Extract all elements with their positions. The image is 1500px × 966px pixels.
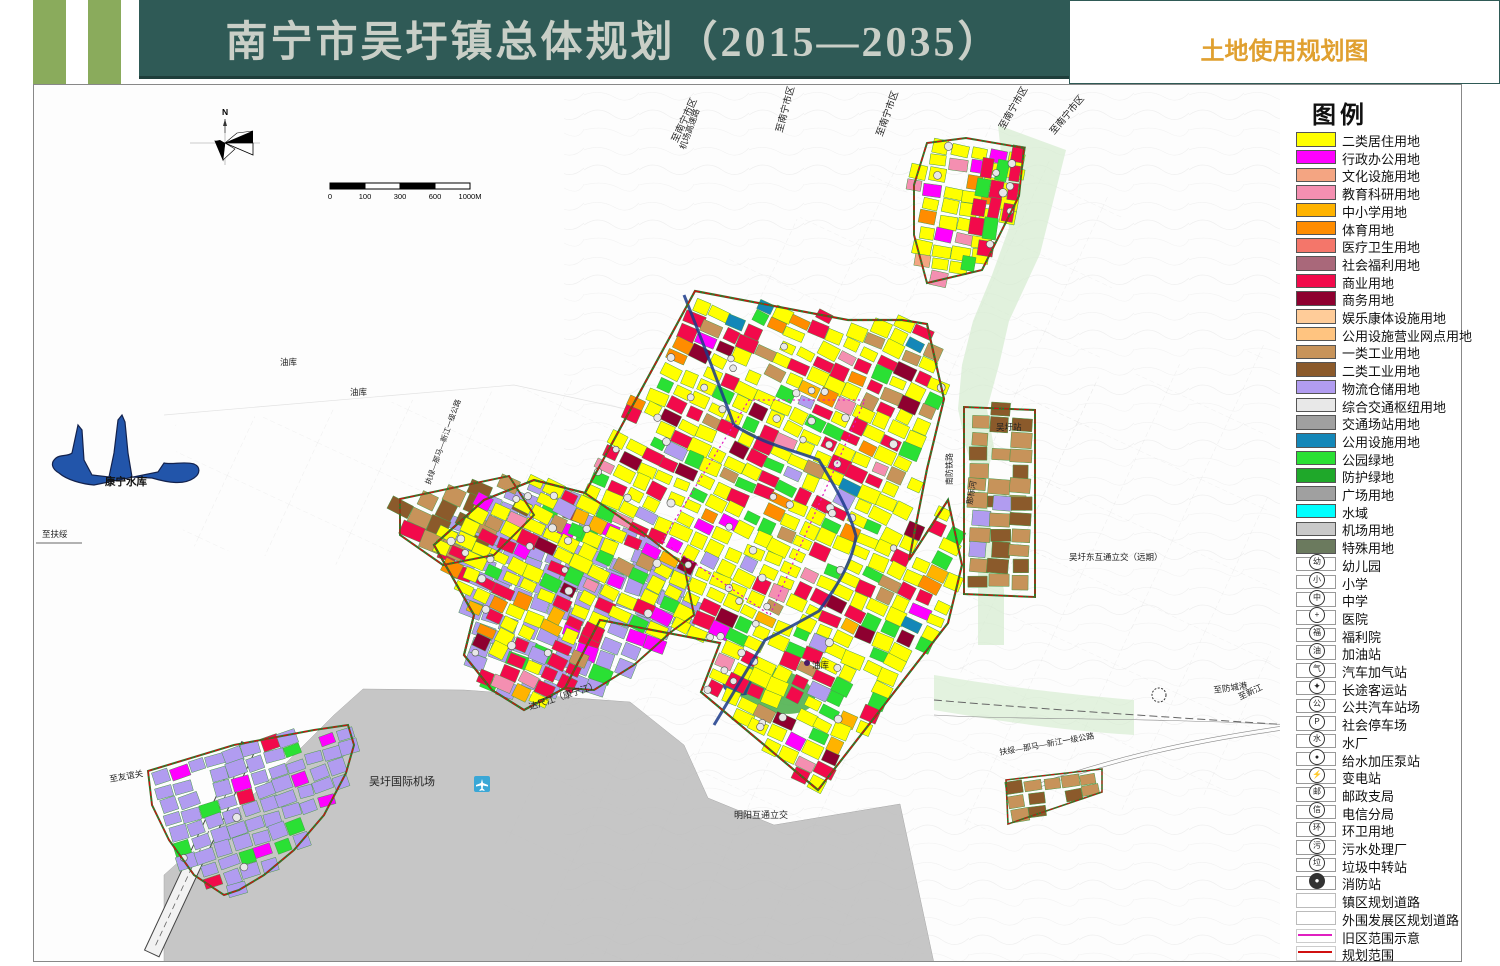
svg-text:油库: 油库 [350,387,368,397]
svg-text:300: 300 [394,192,407,201]
svg-text:吴圩站: 吴圩站 [996,422,1022,432]
svg-text:吴圩国际机场: 吴圩国际机场 [369,774,435,788]
svg-text:0: 0 [328,192,332,201]
svg-text:100: 100 [359,192,372,201]
svg-text:油库: 油库 [812,660,830,670]
svg-text:南防铁路: 南防铁路 [944,453,954,485]
svg-text:康宁水库: 康宁水库 [105,475,147,488]
svg-text:1000M: 1000M [459,192,482,201]
svg-text:油库: 油库 [280,357,298,367]
svg-text:至扶绥: 至扶绥 [42,529,68,539]
svg-text:N: N [222,107,228,117]
svg-text:明阳互通立交: 明阳互通立交 [734,809,788,820]
svg-text:吴圩东互通立交（远期）: 吴圩东互通立交（远期） [1069,552,1163,562]
svg-text:600: 600 [429,192,442,201]
